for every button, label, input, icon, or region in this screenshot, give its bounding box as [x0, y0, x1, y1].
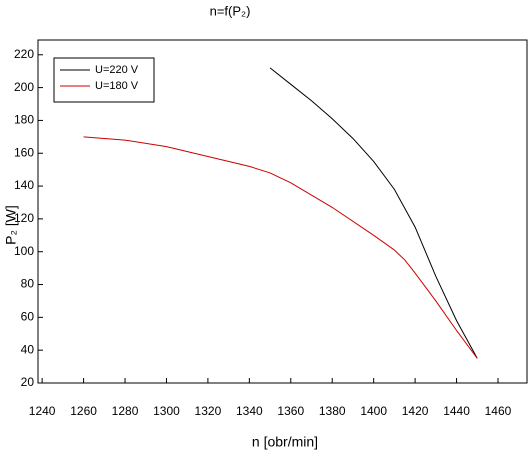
- y-axis-label: P₂ [W]: [3, 205, 19, 245]
- y-tick-label: 220: [14, 47, 34, 61]
- x-tick-label: 1240: [29, 404, 56, 418]
- x-tick-label: 1360: [277, 404, 304, 418]
- line-series: [83, 136, 478, 359]
- x-tick-label: 1400: [360, 404, 387, 418]
- x-tick-label: 1460: [485, 404, 512, 418]
- line-series: [269, 67, 478, 359]
- y-tick-label: 60: [21, 310, 35, 324]
- legend-box: [53, 57, 155, 103]
- x-tick-label: 1300: [153, 404, 180, 418]
- x-tick-label: 1280: [112, 404, 139, 418]
- x-tick-label: 1260: [70, 404, 97, 418]
- plot-frame: [37, 39, 528, 384]
- x-tick-label: 1440: [443, 404, 470, 418]
- x-tick-label: 1320: [195, 404, 222, 418]
- y-tick-label: 160: [14, 145, 34, 159]
- y-tick-label: 140: [14, 178, 34, 192]
- y-tick-label: 200: [14, 80, 34, 94]
- y-tick-label: 100: [14, 244, 34, 258]
- legend-label: U=220 V: [95, 64, 139, 76]
- x-axis-label: n [obr/min]: [252, 434, 318, 450]
- x-tick-label: 1340: [236, 404, 263, 418]
- y-tick-label: 120: [14, 211, 34, 225]
- legend-label: U=180 V: [95, 80, 139, 92]
- x-tick-label: 1420: [402, 404, 429, 418]
- y-tick-label: 20: [21, 375, 35, 389]
- chart-title: n=f(P₂): [210, 3, 251, 18]
- y-tick-label: 80: [21, 277, 35, 291]
- y-tick-label: 180: [14, 113, 34, 127]
- y-tick-label: 40: [21, 342, 35, 356]
- x-tick-label: 1380: [319, 404, 346, 418]
